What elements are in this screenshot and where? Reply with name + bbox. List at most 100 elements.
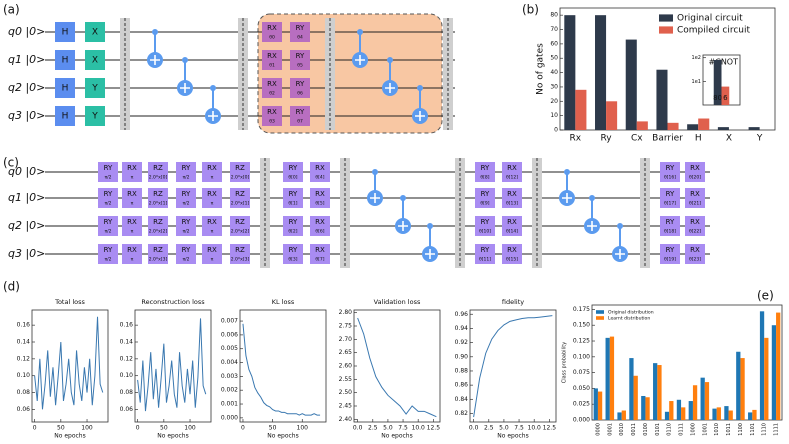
gate-label: RX <box>207 164 217 172</box>
x-tick-label: 0000 <box>595 423 601 436</box>
gate <box>283 216 303 236</box>
y-tick-label: 0.16 <box>120 322 134 329</box>
y-axis-label: No of gates <box>536 43 546 95</box>
gate <box>262 22 282 42</box>
y-tick-label: 0.14 <box>120 339 134 346</box>
x-axis-label: No epochs <box>157 433 188 440</box>
x-tick-label: 5.0 <box>383 425 393 432</box>
gate-label: RX <box>315 190 325 198</box>
y-tick-label: 0.92 <box>455 339 469 346</box>
y-tick-label: 0.006 <box>221 331 238 338</box>
bar <box>712 408 717 420</box>
value-label: 6 <box>723 94 728 102</box>
gate-label: RY <box>182 218 191 226</box>
gate-label: RX <box>207 246 217 254</box>
gate <box>685 216 705 236</box>
gate-param: θ7 <box>297 119 303 125</box>
gate <box>310 244 330 264</box>
plot-frame <box>353 309 441 423</box>
x-axis-label: No epochs <box>381 433 412 440</box>
y-tick-label: 0.96 <box>455 311 469 318</box>
x-tick-label: 0 <box>241 425 245 432</box>
gate-label: RX <box>507 218 517 226</box>
qubit-label: q2 |0> <box>8 219 45 232</box>
gate-label: H <box>62 112 69 122</box>
gate-param: π/2 <box>182 175 189 181</box>
x-tick-label: 7.5 <box>398 425 408 432</box>
gate-param: θ0 <box>269 35 275 41</box>
cnot-control <box>372 169 378 175</box>
gate-param: θ2 <box>269 91 275 97</box>
gate <box>290 50 310 70</box>
gate-param: θ[5] <box>315 201 324 207</box>
gate-label: RY <box>666 218 675 226</box>
gate-param: 2.0*x[3] <box>231 257 250 263</box>
bar <box>636 121 648 130</box>
legend-swatch <box>596 316 604 320</box>
y-tick-label: 2.40 <box>339 416 353 423</box>
y-tick-label: 0.125 <box>573 338 590 345</box>
gate-label: RX <box>127 246 137 254</box>
x-tick-label: 0100 <box>643 423 649 436</box>
cnot-control <box>152 29 158 35</box>
y-tick-label: 2.55 <box>339 376 353 383</box>
gate-param: 2.0*x[2] <box>149 229 168 235</box>
gate <box>202 216 222 236</box>
gate <box>283 188 303 208</box>
gate-label: RX <box>315 246 325 254</box>
x-tick-label: 12.5 <box>543 425 557 432</box>
gate-label: RY <box>182 164 191 172</box>
panel-label: (d) <box>3 280 20 294</box>
chart-title: fidelity <box>502 298 524 306</box>
gate <box>660 162 680 182</box>
bar <box>771 325 777 420</box>
gate <box>98 216 118 236</box>
x-axis-label: No epochs <box>54 433 85 440</box>
gate-param: 2.0*x[0] <box>231 175 250 181</box>
gate-param: θ[3] <box>288 257 297 263</box>
gate <box>55 106 75 126</box>
gate-param: θ[22] <box>689 229 701 235</box>
qubit-label: q3 |0> <box>8 247 45 260</box>
panel-label: (a) <box>3 3 20 17</box>
gate <box>475 244 495 264</box>
bar <box>641 395 646 420</box>
y-tick-label: 0.82 <box>455 410 469 417</box>
panel-label: (c) <box>3 156 19 170</box>
gate <box>85 106 105 126</box>
chart-title: Reconstruction loss <box>141 298 205 306</box>
gate-param: θ[17] <box>664 201 676 207</box>
gate <box>176 162 196 182</box>
gate <box>176 244 196 264</box>
gate-param: π <box>211 176 214 181</box>
bar <box>700 377 705 420</box>
y-tick-label: 0.88 <box>455 367 469 374</box>
x-tick-label: 50 <box>160 425 168 432</box>
gate <box>475 188 495 208</box>
y-tick-label: 0.86 <box>455 382 469 389</box>
gate-param: θ[13] <box>506 201 518 207</box>
y-tick-label: 0.050 <box>573 385 590 392</box>
gate-param: θ1 <box>269 63 275 69</box>
gate-param: θ[1] <box>288 201 297 207</box>
y-tick-label: 1e1 <box>692 79 701 85</box>
bar <box>759 311 765 420</box>
y-tick-label: 0.08 <box>17 389 31 396</box>
bar <box>664 411 670 420</box>
gate-label: RY <box>104 164 113 172</box>
gate <box>660 188 680 208</box>
cnot-plus <box>562 193 572 203</box>
x-tick-label: 5.0 <box>499 425 509 432</box>
legend-label: Original distribution <box>608 310 654 316</box>
chart-title: #CNOT <box>709 58 739 67</box>
gate-param: θ[6] <box>315 229 324 235</box>
bar <box>752 409 757 420</box>
gate <box>55 78 75 98</box>
gate-param: π/2 <box>182 229 189 235</box>
gate <box>122 244 142 264</box>
gate-param: π/2 <box>182 201 189 207</box>
bar <box>625 39 637 130</box>
x-tick-label: 0.0 <box>353 425 363 432</box>
gate-param: θ[19] <box>664 257 676 263</box>
gate-param: π/2 <box>104 257 111 263</box>
